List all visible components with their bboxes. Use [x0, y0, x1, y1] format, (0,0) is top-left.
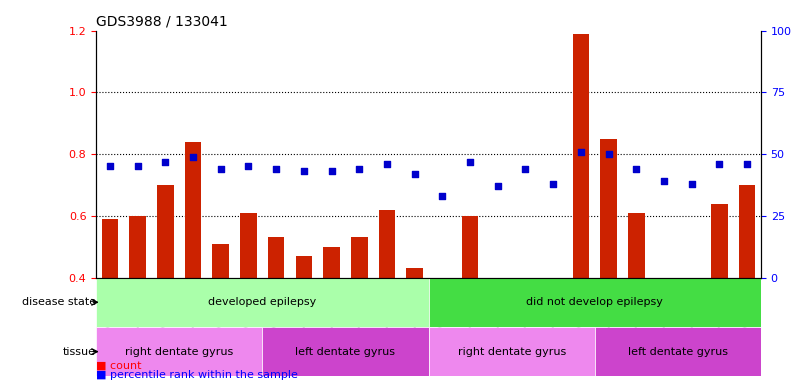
Point [380, 161, 393, 167]
Text: ■ percentile rank within the sample: ■ percentile rank within the sample [96, 370, 298, 380]
Point [491, 183, 504, 189]
Point [187, 154, 199, 160]
Bar [517, 293, 533, 384]
Point [325, 168, 338, 174]
Point [436, 193, 449, 199]
Point [547, 181, 560, 187]
Bar [739, 185, 755, 384]
Bar [157, 185, 174, 384]
FancyBboxPatch shape [263, 327, 429, 376]
Point [297, 168, 310, 174]
Point [159, 159, 171, 165]
FancyBboxPatch shape [96, 327, 263, 376]
FancyBboxPatch shape [594, 327, 761, 376]
Text: GDS3988 / 133041: GDS3988 / 133041 [96, 14, 227, 28]
Bar [324, 247, 340, 384]
Bar [545, 333, 562, 384]
Text: right dentate gyrus: right dentate gyrus [125, 347, 233, 357]
Bar [656, 299, 672, 384]
Bar [351, 237, 368, 384]
Bar [683, 324, 700, 384]
FancyBboxPatch shape [429, 278, 761, 327]
Point [353, 166, 366, 172]
Bar [212, 243, 229, 384]
Point [131, 164, 144, 170]
Point [713, 161, 726, 167]
Text: left dentate gyrus: left dentate gyrus [628, 347, 728, 357]
Bar [240, 213, 257, 384]
Text: right dentate gyrus: right dentate gyrus [457, 347, 566, 357]
Bar [600, 139, 617, 384]
Bar [379, 210, 395, 384]
Point [464, 159, 477, 165]
Bar [102, 219, 119, 384]
FancyBboxPatch shape [96, 278, 429, 327]
Bar [406, 268, 423, 384]
Point [602, 151, 615, 157]
Text: did not develop epilepsy: did not develop epilepsy [526, 297, 663, 307]
Text: developed epilepsy: developed epilepsy [208, 297, 316, 307]
Bar [489, 333, 506, 384]
Point [741, 161, 754, 167]
Bar [461, 216, 478, 384]
Point [242, 164, 255, 170]
Point [270, 166, 283, 172]
Point [686, 181, 698, 187]
Text: tissue: tissue [63, 347, 96, 357]
Bar [434, 376, 451, 384]
Point [409, 171, 421, 177]
Point [519, 166, 532, 172]
Point [574, 149, 587, 155]
Bar [711, 204, 727, 384]
Point [658, 178, 670, 184]
Bar [628, 213, 645, 384]
Bar [573, 34, 590, 384]
Bar [296, 256, 312, 384]
Text: left dentate gyrus: left dentate gyrus [296, 347, 396, 357]
Text: ■ count: ■ count [96, 361, 142, 371]
Bar [185, 142, 201, 384]
Point [103, 164, 116, 170]
Point [215, 166, 227, 172]
FancyBboxPatch shape [429, 327, 594, 376]
Bar [129, 216, 146, 384]
Point [630, 166, 642, 172]
Bar [268, 237, 284, 384]
Text: disease state: disease state [22, 297, 96, 307]
